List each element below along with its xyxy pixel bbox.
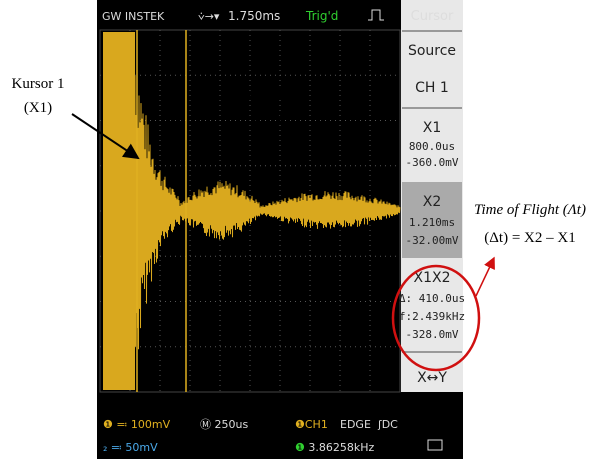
- trigger-status: Trig'd: [305, 9, 338, 23]
- cursor2-sub: (X2): [254, 108, 282, 124]
- x1-time: 800.0us: [409, 140, 455, 153]
- x1-voltage: -360.0mV: [406, 156, 459, 169]
- panel-title: Cursor: [411, 9, 454, 24]
- swap: X↔Y: [417, 370, 447, 386]
- page: GW INSTEK ⩒→▾ 1.750ms Trig'd Cursor Sour…: [0, 0, 593, 459]
- source: CH 1: [415, 80, 449, 96]
- coupling: ʃDC: [377, 418, 398, 431]
- x2-time: 1.210ms: [409, 216, 455, 229]
- arrows: ⩒→▾: [198, 10, 220, 23]
- timebase: Ⓜ 250us: [200, 418, 248, 431]
- saturated-signal: [103, 32, 135, 390]
- x1-label: X1: [423, 120, 442, 136]
- delta-label: X1X2: [414, 270, 451, 286]
- highlight-arrow: [476, 258, 494, 296]
- cursor2-label: Kursor 2: [242, 85, 295, 101]
- tof-formula: (Δt) = X2 – X1: [484, 230, 575, 246]
- brand: GW INSTEK: [102, 10, 165, 23]
- source-label: Source: [408, 43, 456, 59]
- delta-voltage: -328.0mV: [406, 328, 459, 341]
- frequency: ❶ 3.86258kHz: [295, 441, 374, 454]
- delta-frequency: f:2.439kHz: [399, 310, 465, 323]
- trigger-type: EDGE: [340, 418, 371, 431]
- x2-label: X2: [423, 194, 442, 210]
- cursor1-label: Kursor 1: [12, 76, 65, 92]
- figure: GW INSTEK ⩒→▾ 1.750ms Trig'd Cursor Sour…: [0, 0, 593, 459]
- delta-time: Δ: 410.0us: [399, 292, 465, 305]
- x2-voltage: -32.00mV: [406, 234, 459, 247]
- delay: 1.750ms: [228, 9, 280, 23]
- ch1-scale: ❶ ≕ 100mV: [103, 418, 171, 431]
- trigger-source: ❶CH1: [295, 418, 328, 431]
- ch2-scale: ₂ ≕ 50mV: [103, 441, 158, 454]
- tof-label: Time of Flight (Λt): [474, 202, 586, 218]
- cursor1-sub: (X1): [24, 100, 52, 116]
